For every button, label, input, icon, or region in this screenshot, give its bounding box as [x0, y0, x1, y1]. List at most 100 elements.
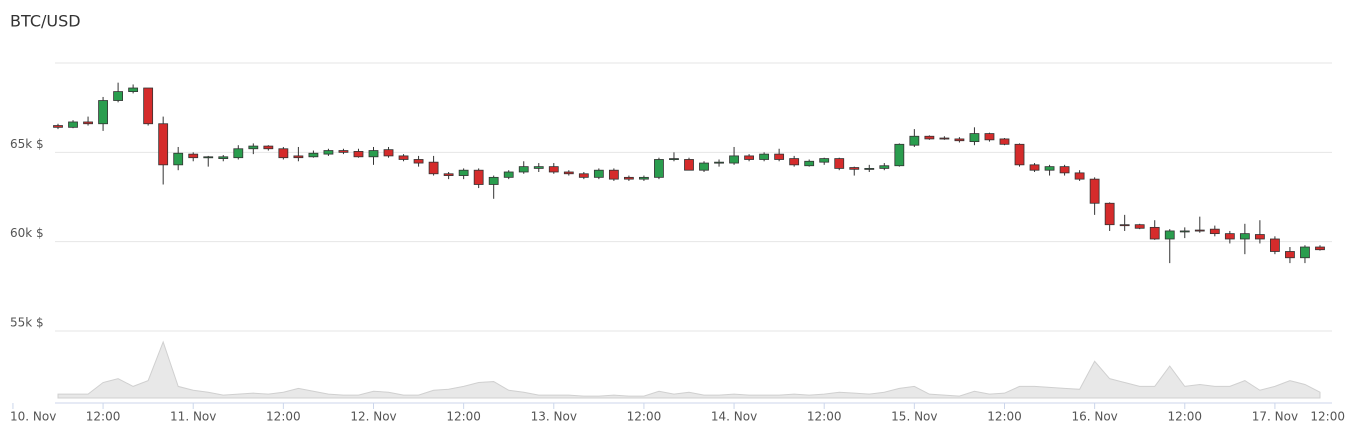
- candle-body: [188, 153, 199, 159]
- candle-body: [173, 152, 184, 166]
- candle-body: [248, 145, 259, 150]
- candle-body: [98, 100, 108, 125]
- candle-body: [669, 158, 679, 160]
- candle-body: [293, 155, 304, 159]
- candle-body: [684, 159, 694, 171]
- candle-body: [398, 155, 409, 160]
- candle-body: [714, 161, 724, 164]
- candle-body: [428, 161, 439, 175]
- candle-body: [503, 171, 514, 178]
- candle-body: [1119, 224, 1130, 227]
- candle-body: [233, 148, 244, 159]
- x-tick-label: 12:00: [1310, 410, 1345, 424]
- candle-body: [864, 168, 875, 170]
- candle-body: [518, 166, 529, 173]
- volume-area: [57, 340, 1321, 399]
- x-tick-label: 17. Nov: [1252, 410, 1298, 424]
- candle-body: [548, 166, 559, 173]
- candle-body: [1315, 246, 1325, 251]
- candle-body: [53, 125, 63, 128]
- candle-body: [789, 158, 800, 166]
- candle-body: [458, 169, 469, 176]
- x-tick-label: 12. Nov: [350, 410, 396, 424]
- candle-body: [623, 176, 634, 180]
- y-tick-label: 60k $: [10, 226, 44, 240]
- candle-body: [443, 173, 454, 176]
- candle-body: [1300, 246, 1310, 259]
- candle-body: [1059, 166, 1070, 174]
- candle-body: [699, 162, 709, 171]
- candle-body: [563, 171, 574, 175]
- y-tick-label: 65k $: [10, 137, 44, 151]
- candle-body: [984, 133, 995, 141]
- candle-body: [1285, 251, 1295, 259]
- candle-body: [894, 143, 905, 167]
- candle-body: [774, 153, 785, 160]
- x-tick-label: 12:00: [266, 410, 301, 424]
- candle-body: [744, 155, 754, 160]
- x-tick-label: 13. Nov: [531, 410, 577, 424]
- candle-body: [1239, 233, 1250, 240]
- candle-body: [1209, 228, 1220, 235]
- candle-body: [639, 176, 649, 180]
- candle-body: [383, 149, 394, 157]
- candle-body: [909, 135, 920, 146]
- candle-body: [158, 123, 169, 166]
- candle-body: [488, 176, 499, 185]
- candle-body: [143, 87, 154, 125]
- candle-body: [608, 169, 619, 180]
- chart-title: BTC/USD: [10, 12, 81, 31]
- candle-body: [278, 148, 289, 159]
- candle-body: [954, 138, 965, 142]
- candle-body: [263, 145, 274, 150]
- candle-body: [1044, 166, 1055, 171]
- candle-body: [999, 138, 1010, 145]
- candle-body: [1149, 226, 1160, 240]
- candle-body: [113, 91, 123, 101]
- candle-body: [1270, 238, 1280, 252]
- x-tick-label: 15. Nov: [891, 410, 937, 424]
- y-tick-label: 55k $: [10, 316, 44, 330]
- candle-body: [759, 153, 770, 160]
- candle-body: [1254, 234, 1265, 240]
- candle-body: [1134, 224, 1145, 229]
- candle-body: [1104, 202, 1115, 226]
- candle-body: [1089, 178, 1100, 204]
- candle-body: [1074, 172, 1085, 180]
- candle-body: [338, 150, 349, 153]
- candle-body: [323, 150, 334, 155]
- candle-body: [308, 152, 319, 158]
- candle-body: [879, 165, 890, 169]
- candle-body: [1164, 230, 1175, 240]
- candle-body: [1194, 229, 1205, 232]
- candle-body: [819, 158, 830, 163]
- candle-body: [203, 156, 214, 159]
- candle-body: [593, 169, 604, 178]
- x-tick-label: 11. Nov: [170, 410, 216, 424]
- candle-body: [473, 169, 484, 185]
- candle-body: [368, 150, 379, 158]
- x-tick-label: 12:00: [86, 410, 121, 424]
- candle-body: [849, 167, 860, 170]
- candle-body: [834, 158, 845, 169]
- candle-body: [578, 173, 589, 178]
- x-tick-label: 12:00: [987, 410, 1022, 424]
- x-tick-label: 12:00: [446, 410, 481, 424]
- candle-body: [83, 121, 93, 125]
- x-tick-label: 16. Nov: [1071, 410, 1117, 424]
- x-tick-label: 12:00: [627, 410, 662, 424]
- x-tick-label: 12:00: [1167, 410, 1202, 424]
- candle-body: [413, 159, 424, 164]
- candle-body: [729, 155, 739, 164]
- candle-body: [654, 159, 664, 178]
- candle-body: [128, 87, 139, 92]
- x-tick-label: 10. Nov: [10, 410, 56, 424]
- candle-body: [804, 160, 815, 167]
- candle-body: [68, 121, 78, 128]
- candle-body: [924, 135, 935, 140]
- x-tick-label: 12:00: [807, 410, 842, 424]
- x-tick-label: 14. Nov: [711, 410, 757, 424]
- candle-body: [1029, 164, 1040, 171]
